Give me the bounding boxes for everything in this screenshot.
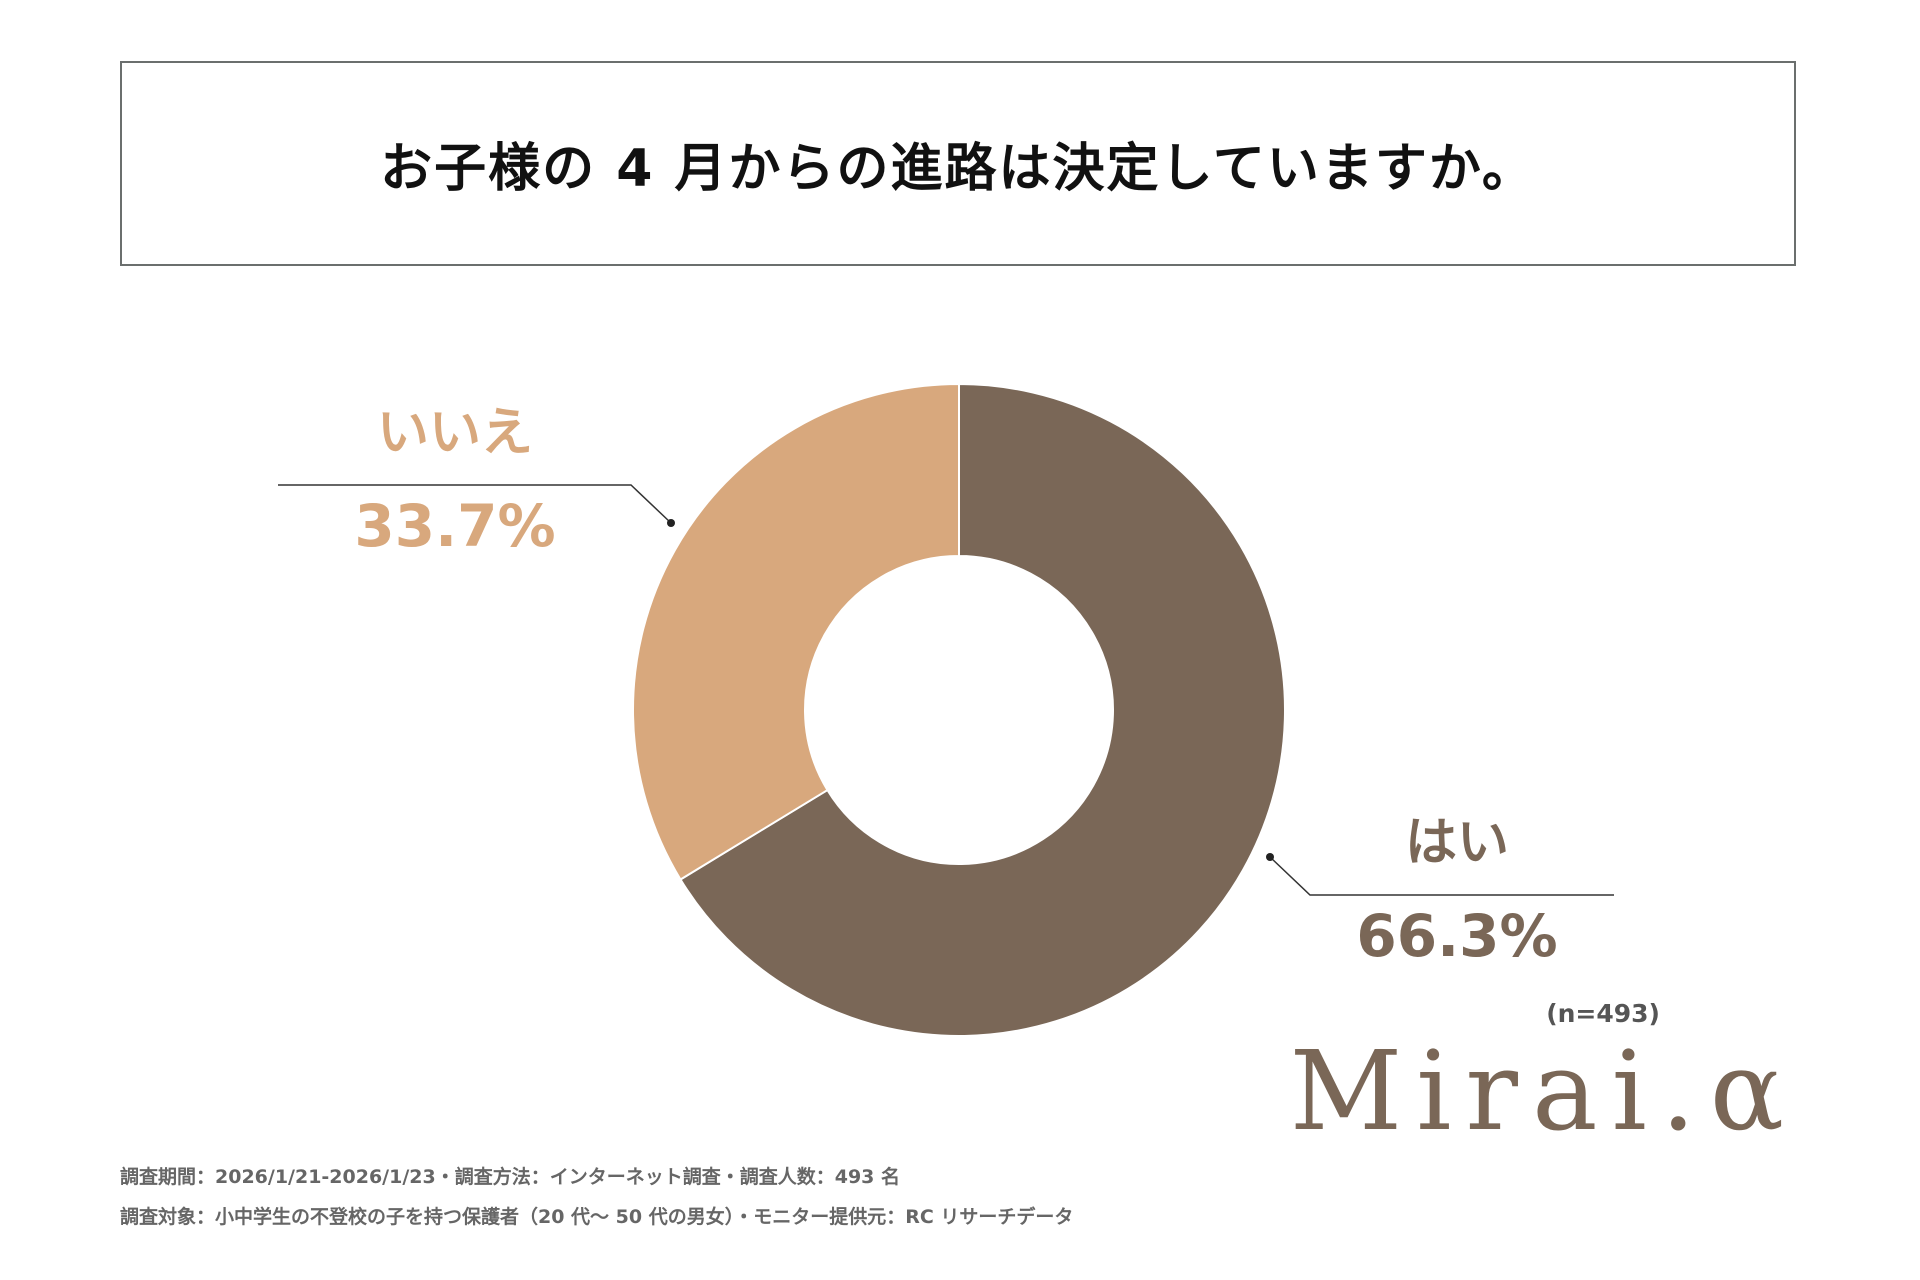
sample-size: (n=493) bbox=[1546, 999, 1660, 1028]
leader-dot-yes bbox=[1266, 853, 1274, 861]
value-label-no: 33.7% bbox=[354, 492, 556, 560]
leader-line-no bbox=[278, 484, 672, 524]
leader-line-yes bbox=[1269, 856, 1614, 896]
mirai-logo: Mirai.α bbox=[1289, 1027, 1798, 1155]
title-box: お子様の 4 月からの進路は決定していますか。 bbox=[120, 61, 1796, 266]
donut-slice-yes bbox=[679, 382, 1286, 1037]
donut-slice-no bbox=[632, 382, 960, 881]
chart-title: お子様の 4 月からの進路は決定していますか。 bbox=[380, 139, 1536, 199]
label-yes: はい bbox=[1404, 813, 1510, 873]
value-label-yes: 66.3% bbox=[1356, 902, 1558, 970]
label-no: いいえ bbox=[376, 403, 534, 463]
survey-info-line1: 調査期間：2026/1/21-2026/1/23・調査方法：インターネット調査・… bbox=[120, 1166, 901, 1188]
leader-dot-no bbox=[667, 519, 675, 527]
survey-info-line2: 調査対象：小中学生の不登校の子を持つ保護者（20 代～ 50 代の男女）・モニタ… bbox=[120, 1206, 1074, 1228]
